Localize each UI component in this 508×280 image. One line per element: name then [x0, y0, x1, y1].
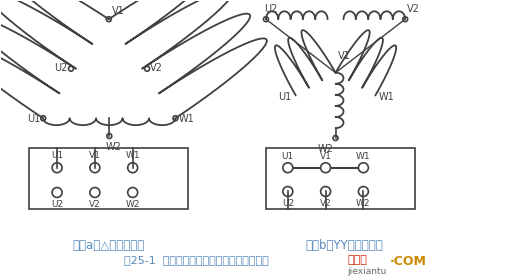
Text: V1: V1 [89, 151, 101, 160]
Text: W2: W2 [356, 199, 371, 208]
Text: jiexiantu: jiexiantu [347, 267, 387, 276]
Text: W1: W1 [125, 151, 140, 160]
Text: 接线图: 接线图 [347, 255, 367, 265]
Text: U2: U2 [51, 200, 63, 209]
Text: V2: V2 [320, 199, 332, 208]
Text: W2: W2 [105, 142, 121, 152]
Text: V2: V2 [407, 4, 420, 14]
Bar [29, 148, 188, 209]
Text: V1: V1 [337, 51, 351, 61]
Text: U2: U2 [264, 4, 277, 14]
Bar [266, 148, 415, 209]
Text: U1: U1 [278, 92, 291, 102]
Text: V2: V2 [89, 200, 101, 209]
Text: U2: U2 [282, 199, 294, 208]
Text: V1: V1 [320, 152, 332, 161]
Text: U2: U2 [54, 63, 68, 73]
Text: U1: U1 [51, 151, 63, 160]
Circle shape [283, 163, 293, 173]
Text: W1: W1 [356, 152, 371, 161]
Text: ·COM: ·COM [389, 255, 426, 268]
Text: W2: W2 [125, 200, 140, 209]
Text: 图（a）△接（低速）: 图（a）△接（低速） [73, 239, 145, 252]
Text: U1: U1 [27, 114, 41, 124]
Text: W1: W1 [378, 92, 394, 102]
Text: U1: U1 [282, 152, 294, 161]
Text: V1: V1 [112, 6, 124, 16]
Circle shape [321, 163, 331, 173]
Text: 图25-1  三相双速异步电动机定子绕组接线图: 图25-1 三相双速异步电动机定子绕组接线图 [124, 255, 269, 265]
Text: 图（b）YY接（高速）: 图（b）YY接（高速） [306, 239, 384, 252]
Text: V2: V2 [150, 63, 163, 73]
Text: W1: W1 [178, 114, 194, 124]
Text: W2: W2 [318, 144, 334, 154]
Circle shape [359, 163, 368, 173]
